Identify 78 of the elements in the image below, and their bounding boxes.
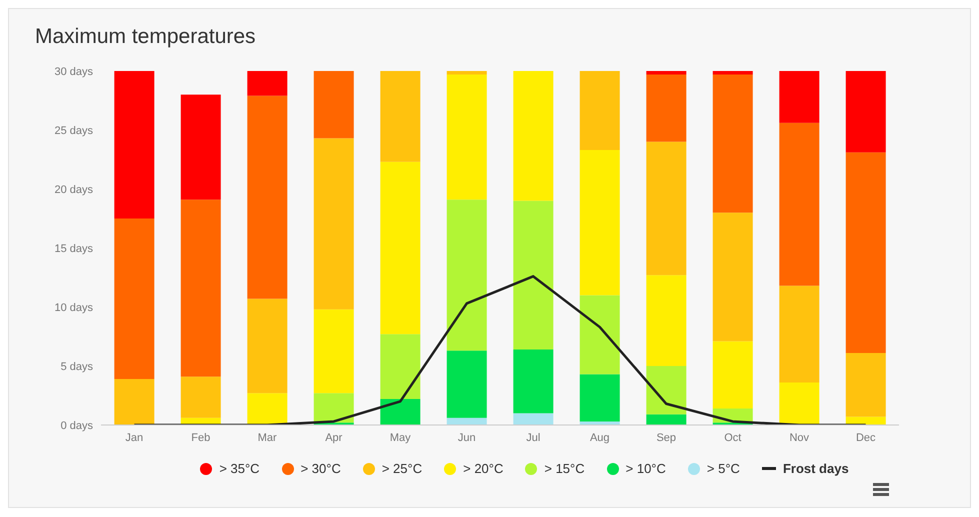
bar [580,374,620,422]
x-tick-label: Nov [789,432,810,444]
bar [846,353,886,417]
bar [380,162,420,334]
x-tick-label: Sep [656,432,676,444]
bar [180,200,221,377]
bar [712,341,753,408]
bar [646,71,686,75]
x-tick-label: Jun [458,432,476,444]
bar [114,378,154,425]
bar [513,200,554,350]
bar [646,142,686,276]
legend-label: > 10°C [626,461,666,476]
x-tick-label: Jan [125,432,144,444]
y-tick-label: 25 days [54,124,94,137]
bar [380,334,420,400]
bar [779,382,820,425]
legend-label: > 30°C [300,461,341,476]
bar [646,275,686,366]
y-tick-label: 30 days [54,66,94,78]
bar [380,71,420,162]
bar [580,71,620,150]
bar [247,71,288,96]
bar [513,71,554,201]
legend-label: > 15°C [544,461,585,476]
bar [446,418,487,425]
bar [114,218,154,379]
legend-label: > 25°C [382,461,422,476]
y-tick-label: 20 days [54,184,94,196]
y-tick-label: 0 days [60,420,94,432]
bar [247,96,288,299]
bar [846,416,886,425]
bar [513,413,554,425]
bar [779,286,820,383]
bar [247,298,288,394]
bar [446,74,487,200]
bar [846,152,886,354]
x-tick-label: May [390,432,412,444]
x-tick-label: Apr [325,432,343,444]
x-tick-label: Aug [590,432,610,444]
legend-label: Frost days [782,461,849,476]
bar [646,366,686,414]
bar [446,200,487,351]
bar [446,350,487,418]
bar [712,71,753,75]
x-tick-label: Oct [724,432,742,444]
bar [380,399,420,425]
x-tick-label: Dec [856,432,876,444]
y-tick-label: 10 days [54,302,94,314]
bar [180,94,221,200]
bar [779,122,820,286]
bar [712,74,753,213]
y-tick-label: 5 days [60,360,94,373]
bar [314,138,354,310]
x-tick-label: Mar [258,432,278,444]
bar [180,376,221,418]
bar [513,349,554,414]
line-series [133,275,867,425]
bar [779,71,820,123]
bar [446,71,487,75]
chart-title: Maximum temperatures [35,25,256,49]
bar [580,150,620,296]
bar [314,393,354,423]
bar [646,74,686,142]
legend-label: > 5°C [706,461,740,476]
bar [646,414,686,425]
bar [314,309,354,394]
bar [247,393,288,425]
bar [712,212,753,342]
bar [314,71,354,138]
legend-label: > 35°C [219,461,260,476]
bar [846,71,886,152]
bar [580,295,620,374]
bar [114,71,154,218]
x-tick-label: Jul [526,432,540,444]
legend-label: > 20°C [463,461,504,476]
x-tick-label: Feb [191,432,210,444]
y-tick-label: 15 days [54,242,94,255]
